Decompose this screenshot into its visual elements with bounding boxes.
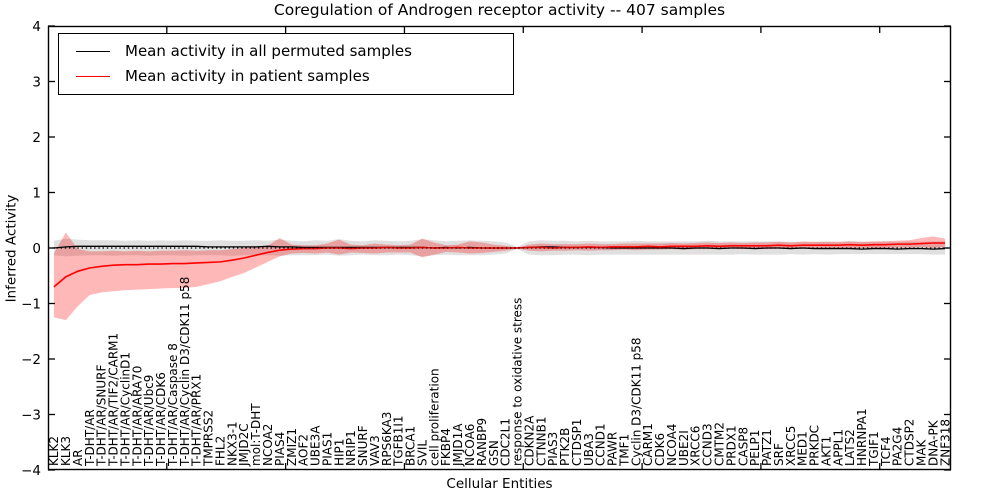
x-tick-label: T-DHT/AR/Caspase 8 [166, 343, 180, 467]
x-tick-label: T-DHT/AR/SNURF [95, 365, 109, 468]
x-tick-label: FHL2 [213, 436, 227, 466]
legend-entry-patient: Mean activity in patient samples [76, 69, 513, 84]
x-tick-label: LATS2 [843, 429, 857, 466]
y-tick-label: 2 [32, 130, 41, 146]
y-tick-label: −2 [21, 352, 41, 368]
x-tick-label: CTDSP2 [903, 419, 917, 466]
x-tick-label: NRIP1 [344, 430, 358, 466]
x-tick-label: AKT1 [819, 436, 833, 466]
x-tick-label: NCOA4 [665, 424, 679, 466]
x-tick-label: CTNNB1 [534, 416, 548, 466]
y-tick-label: 1 [32, 185, 41, 201]
y-tick-label: 4 [32, 19, 41, 35]
x-tick-label: ZNF318 [938, 419, 952, 466]
x-tick-label: CMTM2 [713, 422, 727, 466]
x-tick-label: NCOA6 [463, 424, 477, 466]
x-tick-label: AOF2 [297, 434, 311, 466]
x-tick-label: T-DHT/AR/CyclinD1 [118, 352, 132, 467]
chart-title: Coregulation of Androgen receptor activi… [273, 1, 726, 19]
x-tick-label: SVIL [415, 440, 429, 466]
patient-confidence-band [53, 232, 946, 321]
x-tick-label: cell proliferation [427, 368, 441, 466]
legend: Mean activity in all permuted samples Me… [58, 33, 514, 95]
x-tick-label: KLK3 [59, 436, 73, 466]
x-tick-label: VAV3 [368, 435, 382, 466]
x-tick-label: T-DHT/AR/TIF2/CARM1 [107, 333, 121, 467]
x-tick-label: RANBP9 [475, 418, 489, 466]
x-tick-label: HNRNPA1 [855, 408, 869, 466]
x-tick-label: SNURF [356, 425, 370, 466]
y-tick-label: −4 [21, 463, 41, 479]
x-tick-label: UBE2I [677, 430, 691, 466]
x-tick-label: CARM1 [641, 423, 655, 466]
x-tick-label: CASP8 [736, 427, 750, 466]
x-tick-label: NCOA2 [261, 424, 275, 466]
x-tick-label: HIP1 [332, 439, 346, 466]
legend-label: Mean activity in all permuted samples [125, 42, 412, 60]
x-tick-label: UBA3 [582, 433, 596, 466]
x-tick-label: PIAS4 [273, 432, 287, 466]
x-tick-label: PA2G4 [891, 427, 905, 466]
x-tick-label: TMF1 [617, 434, 631, 467]
x-tick-label: RPS6KA3 [380, 412, 394, 466]
x-tick-label: APPL1 [831, 429, 845, 466]
x-tick-label: PRDX1 [724, 425, 738, 466]
x-tick-label: T-DHT/AR/PRX1 [190, 374, 204, 467]
y-tick-label: 3 [32, 74, 41, 90]
x-tick-label: CDKN2A [522, 415, 536, 466]
x-tick-label: NKX3-1 [225, 421, 239, 466]
x-tick-label: MED1 [796, 431, 810, 466]
x-tick-label: UBE3A [309, 425, 323, 466]
x-tick-label: AR [71, 449, 85, 466]
plot-frame [47, 25, 952, 471]
x-tick-label: PATZ1 [760, 429, 774, 466]
x-tick-label: T-DHT/AR [83, 409, 97, 467]
x-tick-label: T-DHT/AR/Cyclin D3/CDK11 p58 [178, 277, 192, 467]
x-tick-label: TGFB1I1 [392, 415, 406, 467]
x-tick-label: JMJD2C [237, 423, 251, 467]
legend-label: Mean activity in patient samples [125, 67, 370, 85]
x-tick-label: FKBP4 [439, 428, 453, 466]
x-tick-label: CCND1 [594, 423, 608, 466]
x-tick-label: ZMIZ1 [285, 428, 299, 466]
x-tick-label: XRCC6 [689, 426, 703, 466]
x-tick-label: CTDSP1 [570, 419, 584, 466]
x-tick-label: TCF4 [879, 436, 893, 467]
x-tick-label: CDC2L1 [499, 418, 513, 466]
x-tick-label: PIAS1 [320, 432, 334, 466]
x-tick-label: response to oxidative stress [511, 298, 525, 466]
x-tick-label: DNA-PK [926, 419, 940, 466]
legend-entry-permuted: Mean activity in all permuted samples [76, 44, 513, 59]
y-axis-label: Inferred Activity [3, 194, 20, 303]
x-tick-label: BRCA1 [404, 426, 418, 466]
x-tick-label: T-DHT/AR/ARA70 [130, 366, 144, 467]
x-axis-label: Cellular Entities [446, 476, 553, 492]
x-tick-label: T-DHT/AR/Ubc9 [142, 375, 156, 467]
x-tick-label: Cyclin D3/CDK11 p58 [629, 337, 643, 466]
x-tick-label: PIAS3 [546, 432, 560, 466]
y-tick-label: −3 [21, 407, 41, 423]
x-tick-label: TMPRSS2 [202, 410, 216, 467]
y-tick-label: 0 [32, 241, 41, 257]
x-tick-label: CDK6 [653, 433, 667, 466]
legend-line-sample-black [76, 51, 110, 52]
x-tick-label: MAK [914, 438, 928, 466]
x-tick-label: PELP1 [748, 430, 762, 466]
patient-mean-line [53, 242, 946, 288]
x-tick-label: KLK2 [47, 436, 61, 466]
x-tick-label: SRF [772, 443, 786, 466]
x-tick-label: TGIF1 [867, 431, 881, 467]
x-tick-label: PRKDC [808, 425, 822, 466]
x-tick-label: CCND3 [701, 423, 715, 466]
legend-line-sample-red [76, 76, 110, 77]
x-tick-label: PAWR [606, 432, 620, 466]
x-tick-label: T-DHT/AR/CDK6 [154, 372, 168, 467]
x-tick-label: GSN [487, 440, 501, 466]
y-tick-label: −1 [21, 296, 41, 312]
x-tick-label: XRCC5 [784, 426, 798, 466]
x-tick-label: JMJD1A [451, 423, 465, 467]
x-tick-label: PTK2B [558, 428, 572, 466]
x-tick-label: mol:T-DHT [249, 403, 263, 466]
